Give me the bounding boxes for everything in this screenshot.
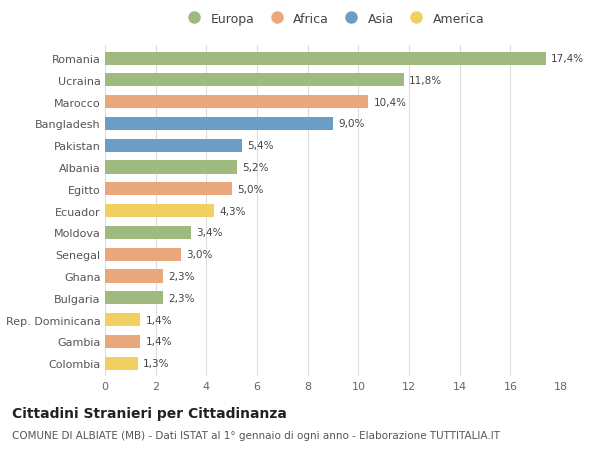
Bar xyxy=(105,96,368,109)
Text: 17,4%: 17,4% xyxy=(551,54,584,64)
Text: 3,0%: 3,0% xyxy=(186,250,212,260)
Bar xyxy=(105,335,140,348)
Text: 1,4%: 1,4% xyxy=(146,336,172,347)
Bar xyxy=(105,226,191,240)
Text: 1,4%: 1,4% xyxy=(146,315,172,325)
Bar xyxy=(105,270,163,283)
Bar xyxy=(105,74,404,87)
Bar xyxy=(105,205,214,218)
Text: 5,4%: 5,4% xyxy=(247,141,274,151)
Text: 4,3%: 4,3% xyxy=(219,206,245,216)
Bar xyxy=(105,118,333,131)
Text: 11,8%: 11,8% xyxy=(409,76,442,86)
Text: Cittadini Stranieri per Cittadinanza: Cittadini Stranieri per Cittadinanza xyxy=(12,406,287,420)
Legend: Europa, Africa, Asia, America: Europa, Africa, Asia, America xyxy=(176,7,490,30)
Text: 1,3%: 1,3% xyxy=(143,358,170,368)
Bar xyxy=(105,291,163,305)
Text: 5,0%: 5,0% xyxy=(237,185,263,195)
Text: 9,0%: 9,0% xyxy=(338,119,364,129)
Bar xyxy=(105,183,232,196)
Text: 2,3%: 2,3% xyxy=(169,293,195,303)
Text: 3,4%: 3,4% xyxy=(196,228,223,238)
Bar xyxy=(105,313,140,326)
Text: 10,4%: 10,4% xyxy=(374,97,407,107)
Bar xyxy=(105,248,181,261)
Text: COMUNE DI ALBIATE (MB) - Dati ISTAT al 1° gennaio di ogni anno - Elaborazione TU: COMUNE DI ALBIATE (MB) - Dati ISTAT al 1… xyxy=(12,431,500,441)
Bar xyxy=(105,140,242,152)
Text: 2,3%: 2,3% xyxy=(169,271,195,281)
Text: 5,2%: 5,2% xyxy=(242,162,268,173)
Bar xyxy=(105,52,546,66)
Bar xyxy=(105,161,237,174)
Bar xyxy=(105,357,138,370)
